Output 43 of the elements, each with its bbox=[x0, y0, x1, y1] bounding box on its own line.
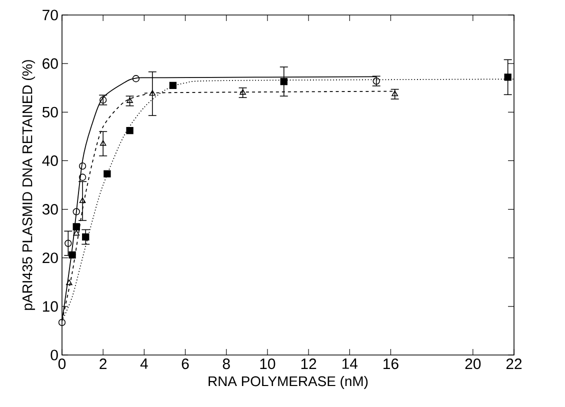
y-tick-label: 60 bbox=[42, 58, 58, 69]
point bbox=[78, 174, 86, 181]
point bbox=[72, 223, 80, 230]
x-tick-label: 16 bbox=[384, 358, 398, 370]
y-axis-title: pARI435 PLASMID DNA RETAINED (%) bbox=[22, 60, 36, 310]
point bbox=[280, 78, 288, 86]
point bbox=[73, 230, 80, 236]
point bbox=[504, 74, 512, 81]
x-tick-label: 4 bbox=[140, 358, 148, 369]
point bbox=[132, 75, 140, 82]
point bbox=[149, 90, 156, 96]
y-tick-label: 20 bbox=[42, 252, 58, 264]
y-tick-label: 10 bbox=[43, 301, 58, 312]
point bbox=[82, 233, 90, 241]
point bbox=[240, 89, 246, 95]
x-tick-label: 6 bbox=[182, 358, 189, 370]
point bbox=[58, 318, 66, 326]
point bbox=[64, 240, 72, 247]
point bbox=[66, 280, 72, 286]
point bbox=[100, 140, 106, 146]
x-axis-title: RNA POLYMERASE (nM) bbox=[208, 376, 368, 389]
point bbox=[126, 97, 133, 103]
y-tick-label: 40 bbox=[42, 155, 58, 166]
point bbox=[392, 90, 398, 96]
x-tick-label: 14 bbox=[342, 358, 358, 369]
x-tick-label: 12 bbox=[301, 358, 316, 369]
x-tick-label: 0 bbox=[58, 358, 66, 370]
point bbox=[78, 162, 86, 170]
point bbox=[104, 170, 111, 178]
y-tick-label: 50 bbox=[42, 106, 58, 118]
x-tick-label: 22 bbox=[506, 358, 522, 369]
x-tick-label: 8 bbox=[222, 358, 230, 370]
x-tick-label: 20 bbox=[465, 358, 481, 370]
point bbox=[126, 127, 134, 134]
x-tick-label: 10 bbox=[260, 358, 276, 370]
point bbox=[68, 251, 76, 259]
y-tick-label: 30 bbox=[42, 204, 58, 215]
y-tick-label: 70 bbox=[42, 10, 58, 20]
y-tick-label: 0 bbox=[50, 350, 58, 360]
x-tick-label: 2 bbox=[100, 358, 106, 369]
point bbox=[169, 82, 177, 90]
point bbox=[79, 197, 86, 204]
point bbox=[72, 208, 80, 216]
